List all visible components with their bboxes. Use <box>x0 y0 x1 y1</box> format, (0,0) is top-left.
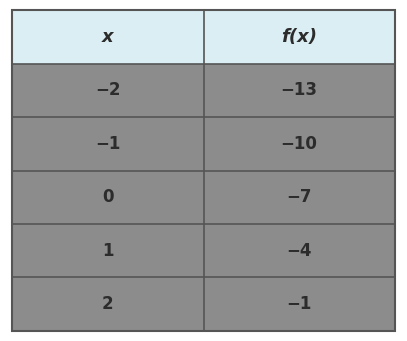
Text: 1: 1 <box>102 242 114 260</box>
Text: −4: −4 <box>287 242 312 260</box>
Text: −1: −1 <box>287 295 312 313</box>
Text: −13: −13 <box>281 81 317 99</box>
Text: x: x <box>102 28 114 46</box>
Text: f(x): f(x) <box>281 28 317 46</box>
Text: 0: 0 <box>102 188 114 206</box>
Text: −7: −7 <box>287 188 312 206</box>
Text: −1: −1 <box>95 135 120 153</box>
Text: −2: −2 <box>95 81 120 99</box>
Text: −10: −10 <box>281 135 317 153</box>
Text: 2: 2 <box>102 295 114 313</box>
